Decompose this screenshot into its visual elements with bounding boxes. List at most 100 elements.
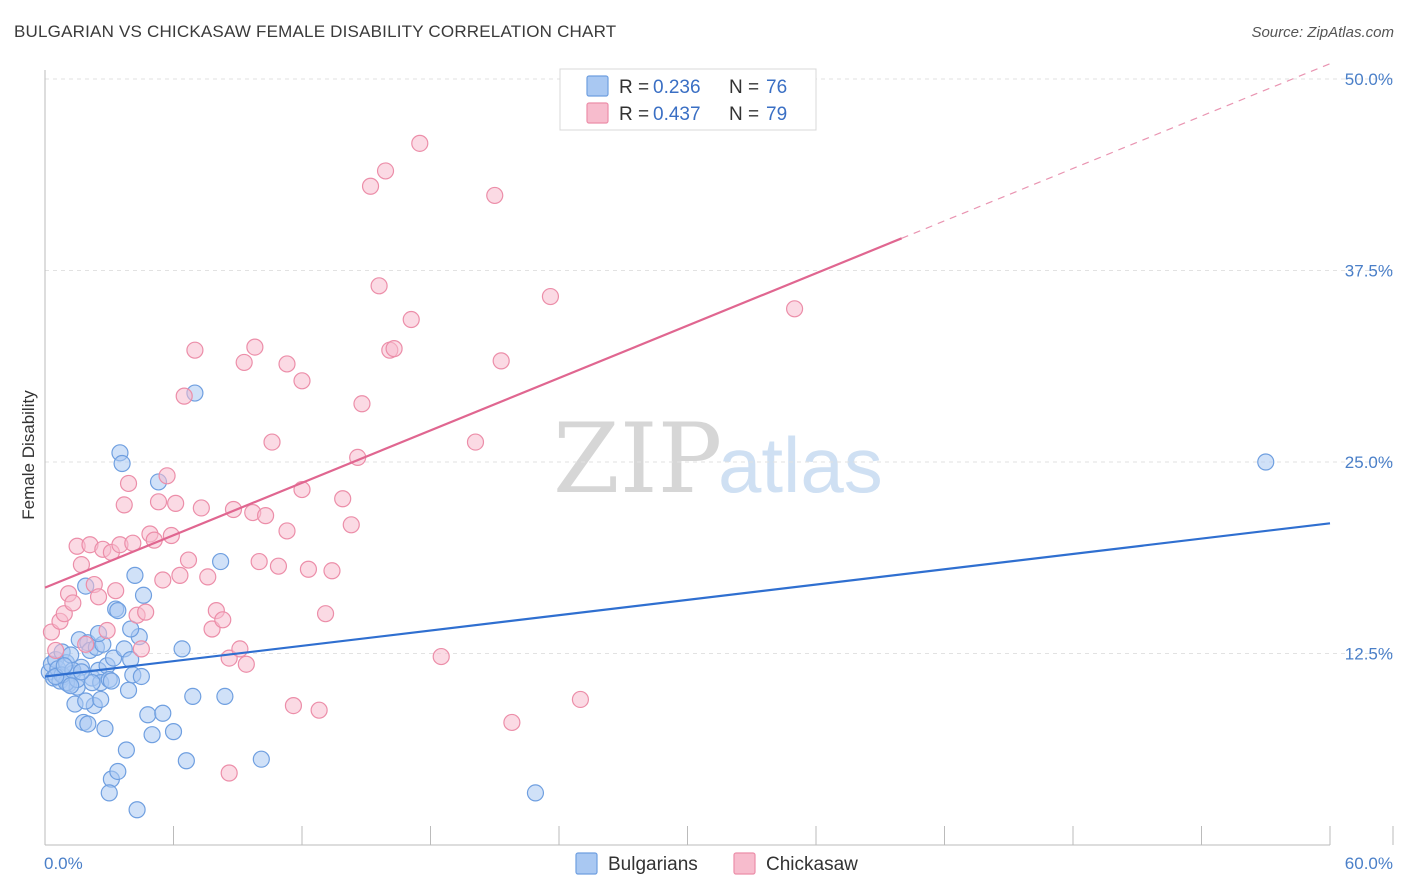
point-chickasaw	[385, 340, 403, 358]
point-chickasaw	[149, 493, 168, 511]
point-chickasaw	[278, 522, 296, 540]
point-chickasaw	[466, 433, 485, 451]
point-chickasaw	[342, 516, 360, 534]
point-chickasaw	[284, 696, 303, 715]
point-chickasaw	[220, 764, 238, 782]
point-chickasaw	[278, 355, 296, 373]
legend-swatch-chickasaw	[586, 102, 609, 124]
y-tick-labels: 12.5% 25.0% 37.5% 50.0%	[1345, 70, 1393, 664]
point-bulgarians	[126, 566, 144, 584]
point-bulgarians	[134, 586, 153, 604]
point-chickasaw	[353, 395, 371, 413]
point-bulgarians	[109, 762, 127, 781]
point-chickasaw	[175, 387, 193, 405]
trend-line-chickasaw	[44, 237, 903, 589]
point-bulgarians	[83, 674, 101, 692]
trend-line-bulgarians	[44, 522, 1331, 678]
legend-box: R = 0.236 N = 76 R = 0.437 N = 79	[559, 68, 817, 131]
legend-n-label-chickasaw: N =	[729, 104, 759, 125]
point-chickasaw	[323, 562, 341, 580]
watermark-atlas: atlas	[718, 421, 883, 509]
point-bulgarians	[139, 706, 157, 724]
point-chickasaw	[77, 635, 95, 653]
point-chickasaw	[214, 611, 232, 629]
point-bulgarians	[143, 726, 161, 744]
point-bulgarians	[173, 640, 191, 658]
point-bulgarians	[212, 552, 230, 571]
point-chickasaw	[263, 433, 281, 451]
point-bulgarians	[113, 454, 131, 473]
point-bulgarians	[526, 784, 545, 802]
point-bulgarians	[184, 687, 202, 705]
point-chickasaw	[492, 352, 510, 370]
point-chickasaw	[115, 496, 133, 514]
point-chickasaw	[571, 690, 590, 709]
legend-swatch-bulgarians	[586, 75, 609, 97]
point-bulgarians	[117, 741, 135, 759]
point-bulgarians	[55, 657, 73, 675]
point-bulgarians	[109, 602, 127, 620]
point-bulgarians	[62, 677, 80, 695]
bottom-legend-label-bulgarians: Bulgarians	[608, 854, 698, 875]
point-chickasaw	[376, 162, 395, 180]
legend-n-label-bulgarians: N =	[729, 77, 759, 98]
bottom-legend-label-chickasaw: Chickasaw	[766, 854, 858, 875]
point-chickasaw	[132, 640, 150, 658]
trend-line-chickasaw-extension	[901, 63, 1331, 239]
y-tick-label: 50.0%	[1345, 70, 1393, 89]
point-chickasaw	[256, 507, 275, 525]
point-bulgarians	[102, 672, 120, 690]
point-chickasaw	[316, 605, 335, 623]
point-chickasaw	[250, 552, 268, 571]
point-bulgarians	[119, 681, 138, 699]
point-chickasaw	[299, 560, 318, 578]
bottom-legend: Bulgarians Chickasaw	[575, 852, 858, 875]
point-chickasaw	[293, 372, 311, 390]
point-bulgarians	[154, 704, 172, 722]
point-chickasaw	[237, 655, 255, 673]
x-ticks	[44, 826, 1394, 845]
point-bulgarians	[92, 690, 110, 709]
point-chickasaw	[158, 467, 176, 485]
x-tick-label-min: 0.0%	[44, 854, 83, 873]
point-chickasaw	[154, 571, 172, 589]
series-bulgarians-points	[40, 384, 1275, 819]
y-tick-label: 12.5%	[1345, 645, 1393, 664]
point-chickasaw	[186, 341, 204, 359]
chart-source: Source: ZipAtlas.com	[1251, 24, 1394, 41]
point-chickasaw	[432, 647, 450, 666]
point-chickasaw	[89, 588, 108, 606]
point-bulgarians	[100, 784, 118, 802]
bottom-legend-swatch-bulgarians	[575, 852, 598, 875]
point-chickasaw	[370, 277, 388, 295]
point-chickasaw	[199, 568, 217, 586]
legend-r-label-chickasaw: R =	[619, 104, 649, 125]
point-chickasaw	[503, 713, 521, 732]
point-chickasaw	[246, 338, 264, 356]
point-bulgarians	[79, 715, 97, 733]
point-bulgarians	[132, 667, 150, 686]
point-bulgarians	[128, 801, 146, 819]
legend-r-value-chickasaw: 0.437	[653, 104, 701, 125]
chart-title: BULGARIAN VS CHICKASAW FEMALE DISABILITY…	[14, 22, 617, 41]
point-chickasaw	[192, 499, 210, 517]
point-bulgarians	[96, 719, 114, 738]
point-chickasaw	[235, 353, 253, 372]
x-tick-label-max: 60.0%	[1345, 854, 1393, 873]
point-chickasaw	[402, 310, 420, 329]
point-chickasaw	[310, 701, 328, 719]
point-chickasaw	[119, 474, 138, 493]
point-bulgarians	[77, 692, 95, 710]
watermark-zip: ZIP	[553, 403, 722, 515]
point-bulgarians	[122, 620, 140, 638]
point-bulgarians	[1257, 453, 1275, 471]
point-chickasaw	[171, 566, 189, 584]
point-chickasaw	[541, 287, 560, 306]
point-chickasaw	[334, 490, 352, 508]
trend-lines	[44, 63, 1331, 678]
y-tick-label: 37.5%	[1345, 262, 1393, 281]
point-chickasaw	[167, 494, 185, 512]
point-chickasaw	[785, 300, 804, 318]
point-bulgarians	[177, 752, 195, 770]
